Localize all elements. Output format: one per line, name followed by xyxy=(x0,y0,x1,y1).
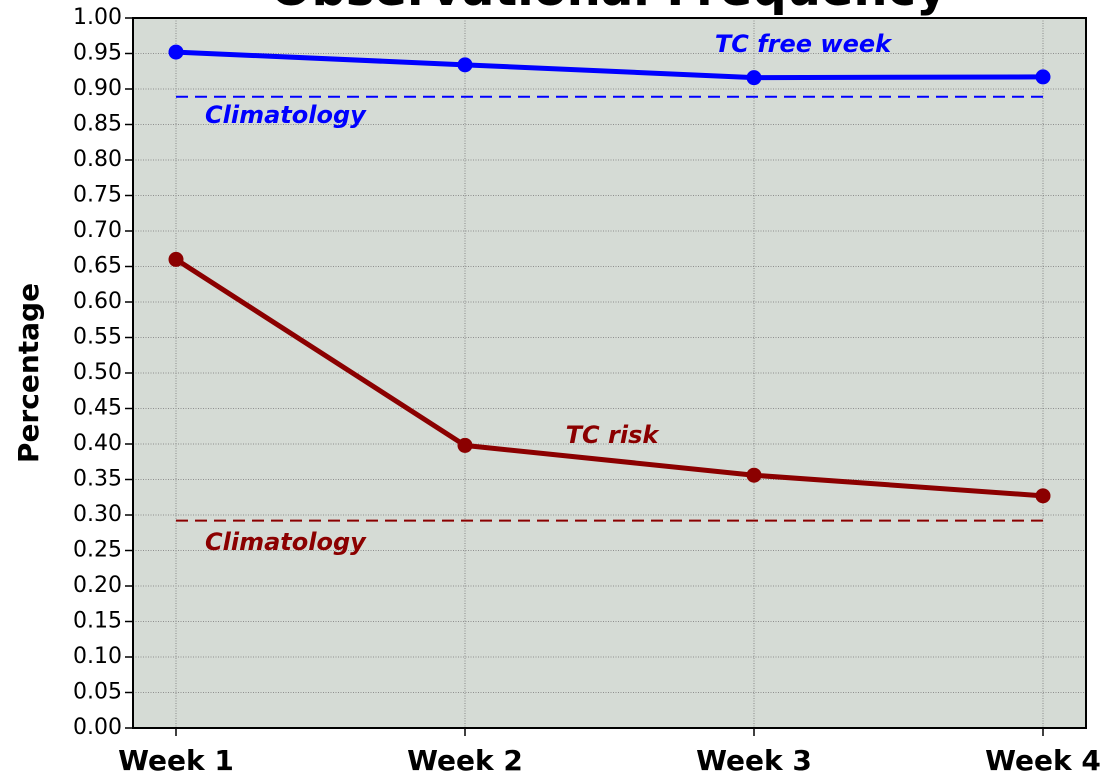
y-tick-label: 0.05 xyxy=(73,680,122,705)
y-axis-label: Percentage xyxy=(12,283,45,463)
x-tick-label: Week 3 xyxy=(696,744,812,777)
point xyxy=(457,437,473,453)
series-label: Climatology xyxy=(205,101,367,129)
y-tick-label: 0.20 xyxy=(73,573,122,598)
y-tick-label: 0.30 xyxy=(73,502,122,527)
chart-title: Observational Frequency xyxy=(271,0,948,17)
series-line xyxy=(174,257,1044,499)
y-tick-label: 0.80 xyxy=(73,147,122,172)
point xyxy=(1035,69,1051,85)
y-tick-label: 0.55 xyxy=(73,325,122,350)
point xyxy=(746,467,762,483)
plot-frame xyxy=(132,17,1087,729)
x-tick-label: Week 2 xyxy=(407,744,523,777)
series-line xyxy=(175,49,1044,81)
point xyxy=(1035,488,1051,504)
x-tick-label: Week 1 xyxy=(118,744,234,777)
y-tick-label: 1.00 xyxy=(73,5,122,30)
y-tick-label: 0.65 xyxy=(73,254,122,279)
y-tick-label: 0.25 xyxy=(73,538,122,563)
series-label: TC risk xyxy=(566,421,661,449)
y-tick-label: 0.45 xyxy=(73,396,122,421)
point xyxy=(168,44,184,60)
y-tick-label: 0.70 xyxy=(73,218,122,243)
series-label: TC free week xyxy=(715,30,893,58)
x-tick-label: Week 4 xyxy=(985,744,1101,777)
y-tick-label: 0.85 xyxy=(73,112,122,137)
y-tick-label: 0.90 xyxy=(73,76,122,101)
y-tick-label: 0.75 xyxy=(73,183,122,208)
y-tick-label: 0.00 xyxy=(73,715,122,740)
y-tick-label: 0.95 xyxy=(73,41,122,66)
y-tick-label: 0.40 xyxy=(73,431,122,456)
series-label: Climatology xyxy=(205,528,367,556)
y-tick-label: 0.15 xyxy=(73,609,122,634)
point xyxy=(457,57,473,73)
y-tick-label: 0.35 xyxy=(73,467,122,492)
y-tick-label: 0.60 xyxy=(73,289,122,314)
plot-background xyxy=(133,18,1086,728)
y-tick-label: 0.10 xyxy=(73,644,122,669)
point xyxy=(746,70,762,86)
y-tick-label: 0.50 xyxy=(73,360,122,385)
point xyxy=(168,251,184,267)
